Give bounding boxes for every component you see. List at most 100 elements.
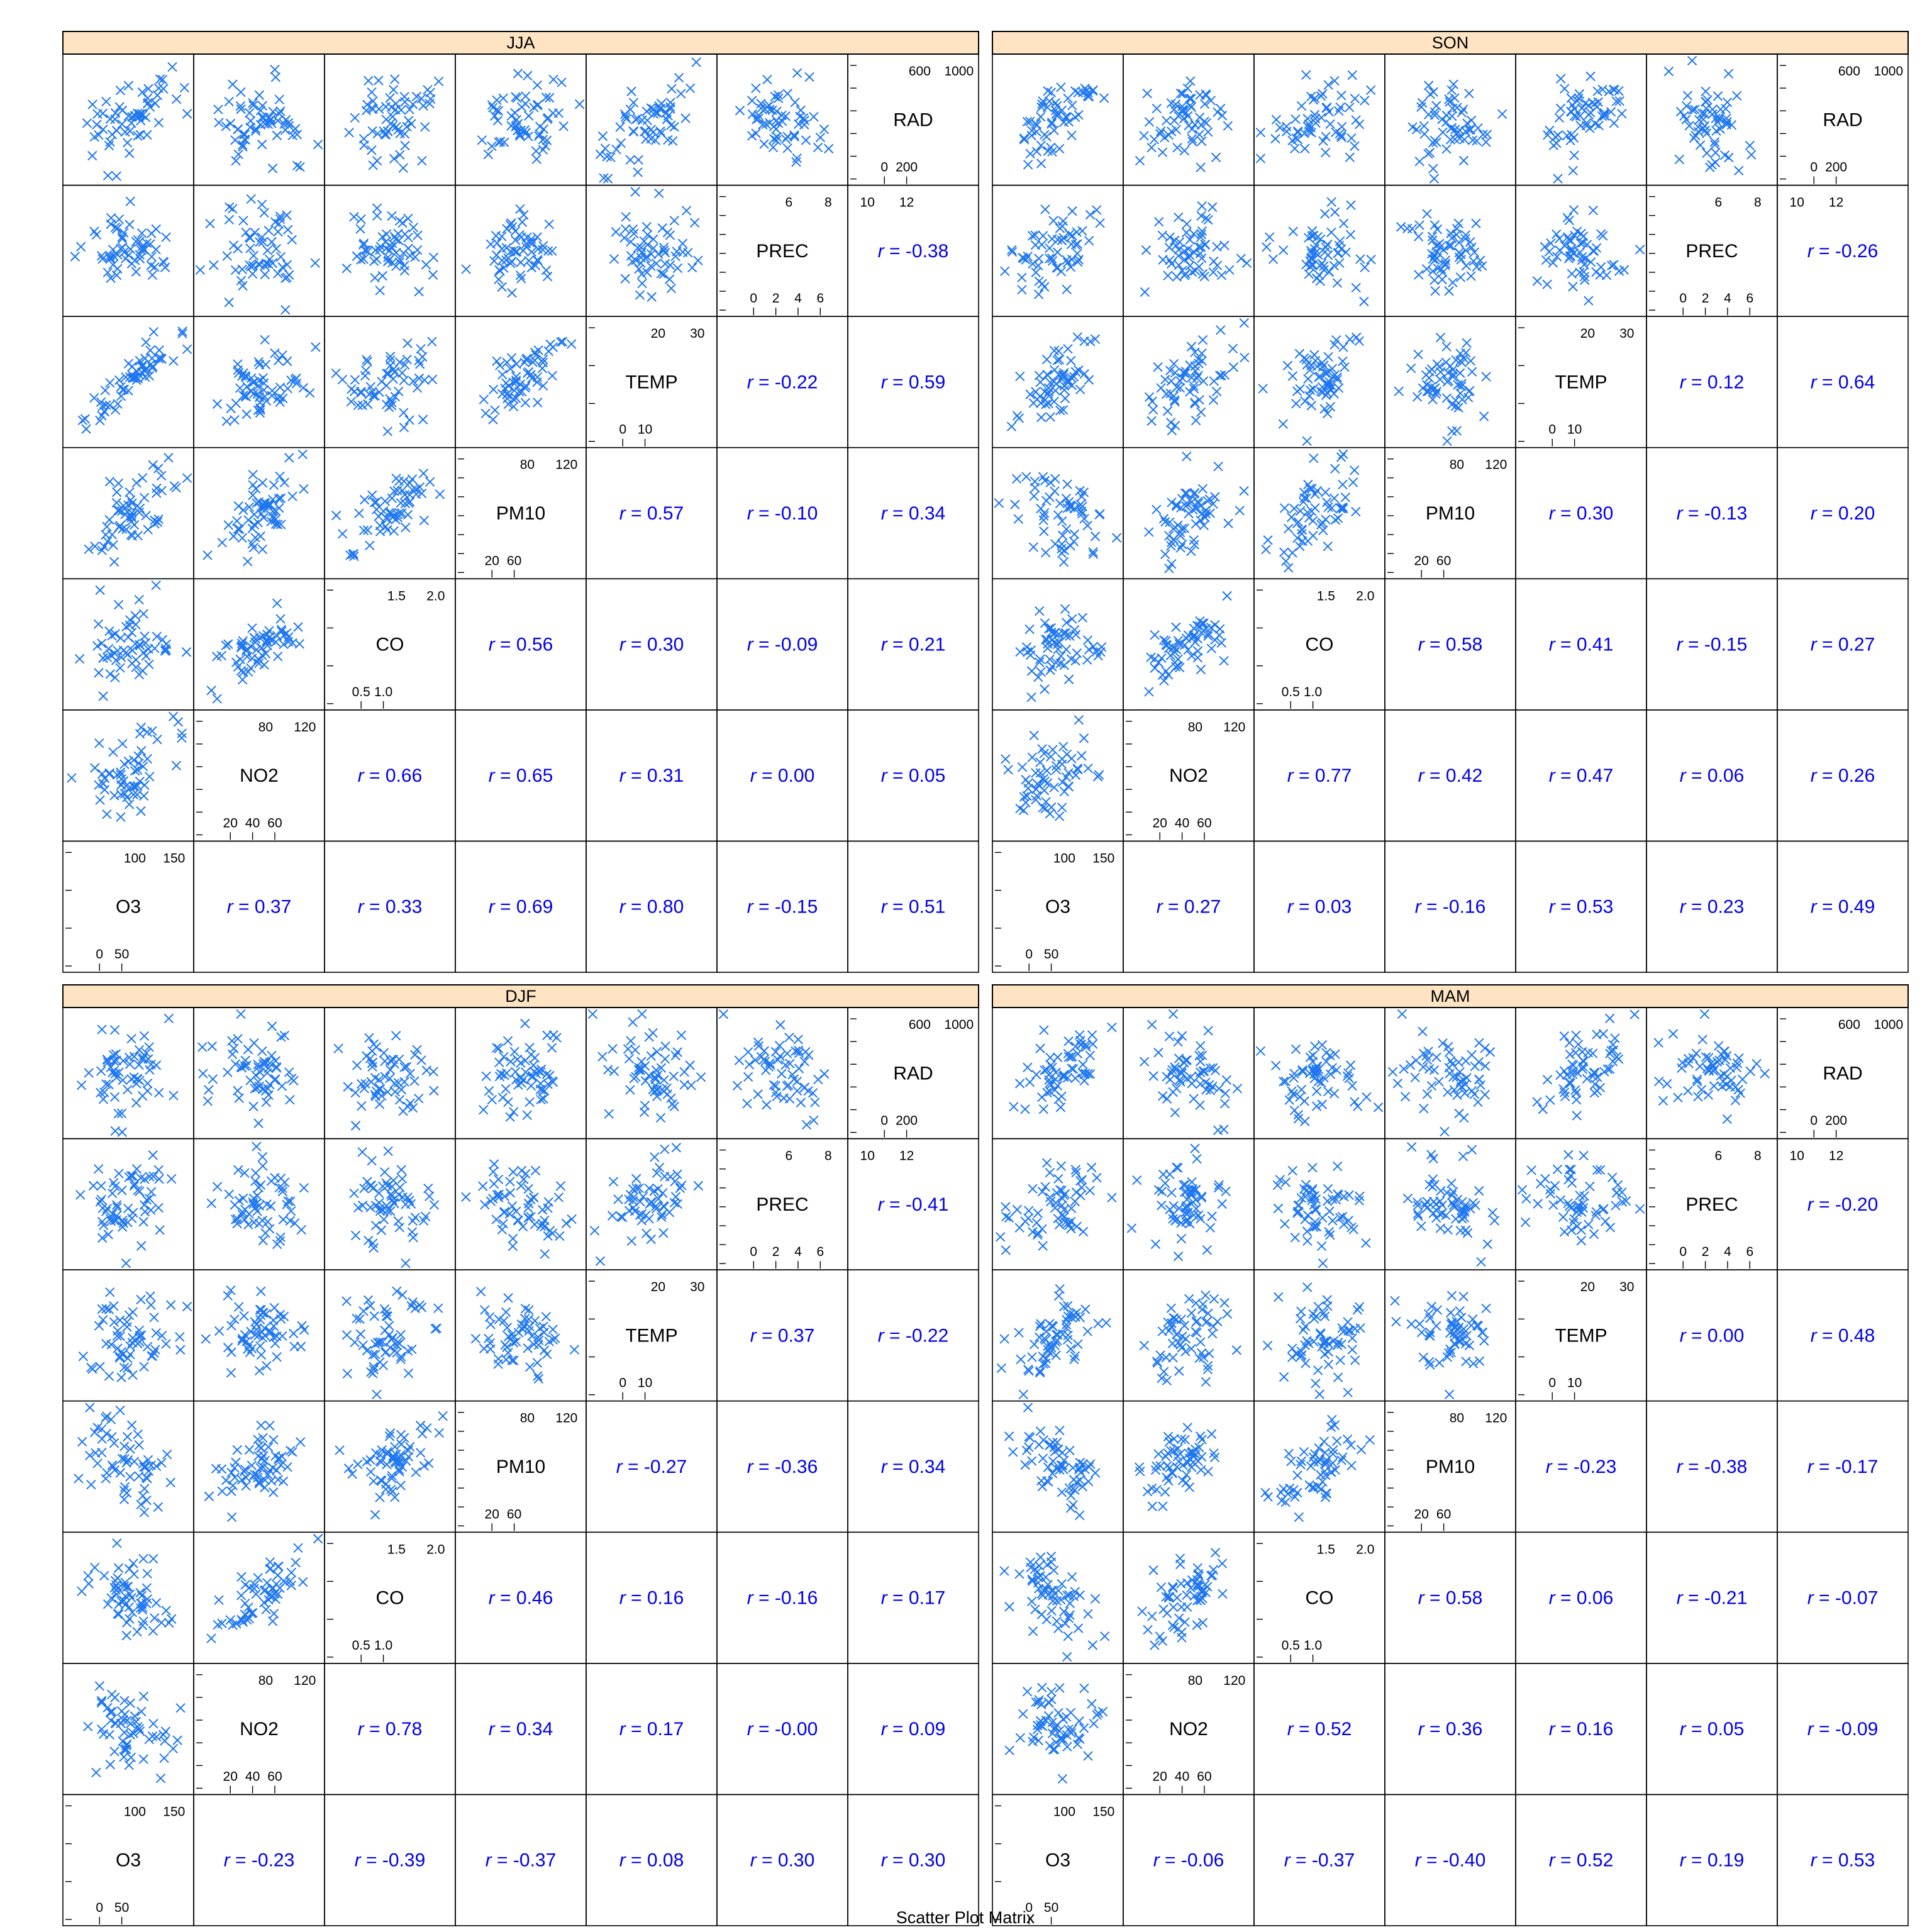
correlation-label: r = 0.51 bbox=[881, 897, 946, 918]
scatter-point bbox=[1146, 1019, 1157, 1030]
scatter-point bbox=[1197, 201, 1207, 211]
scatter-point bbox=[1182, 452, 1192, 462]
scatter-point bbox=[1437, 114, 1447, 125]
scatter-point bbox=[298, 382, 309, 393]
scatter-point bbox=[274, 94, 284, 104]
scatter-point bbox=[93, 619, 104, 630]
correlation-label: r = 0.66 bbox=[358, 765, 423, 786]
scatter-point bbox=[1190, 1143, 1200, 1153]
scatter-point bbox=[275, 214, 286, 224]
scatter-point bbox=[1414, 157, 1424, 167]
scatter-point bbox=[1074, 1030, 1085, 1040]
scatter-point bbox=[418, 352, 428, 362]
scatter-point bbox=[387, 397, 397, 408]
scatter-point bbox=[1206, 643, 1217, 653]
scatter-point bbox=[127, 370, 137, 380]
scatter-point bbox=[1572, 1111, 1582, 1121]
scatter-point bbox=[1318, 89, 1328, 99]
cell-pm10-temp bbox=[455, 1269, 587, 1402]
scatter-point bbox=[996, 1232, 1006, 1242]
diagonal-label: PM10 bbox=[496, 503, 545, 524]
tick-label: 2 bbox=[1702, 291, 1709, 306]
scatter-point bbox=[1635, 1204, 1645, 1214]
scatter-point bbox=[535, 121, 545, 131]
scatter-point bbox=[1148, 404, 1158, 415]
scatter-point bbox=[1554, 233, 1565, 244]
scatter-point bbox=[1325, 119, 1335, 129]
scatter-point bbox=[669, 122, 679, 132]
scatter-point bbox=[116, 789, 126, 800]
scatter-point bbox=[1090, 531, 1101, 541]
scatter-point bbox=[1481, 137, 1491, 147]
scatter-point bbox=[1482, 1239, 1492, 1249]
scatter-point bbox=[685, 83, 696, 94]
scatter-point bbox=[490, 405, 500, 415]
tick-label: 30 bbox=[690, 326, 704, 341]
scatter-point bbox=[276, 625, 287, 635]
scatter-point bbox=[480, 1305, 490, 1315]
scatter-point bbox=[416, 343, 426, 354]
tick-label: 40 bbox=[1175, 816, 1189, 830]
scatter-point bbox=[1211, 152, 1221, 162]
cell-no2-temp bbox=[193, 316, 325, 448]
scatter-point bbox=[377, 270, 387, 281]
scatter-point bbox=[1048, 745, 1058, 755]
correlation-label: r = 0.41 bbox=[1549, 635, 1614, 655]
scatter-point bbox=[1274, 1292, 1284, 1302]
scatter-point bbox=[357, 1079, 367, 1089]
scatter-point bbox=[358, 1340, 368, 1350]
scatter-point bbox=[424, 1458, 434, 1468]
scatter-point bbox=[254, 1479, 265, 1489]
scatter-point bbox=[1566, 107, 1577, 117]
scatter-point bbox=[399, 265, 410, 276]
scatter-point bbox=[658, 242, 669, 253]
scatter-point bbox=[118, 384, 128, 395]
scatter-point bbox=[299, 484, 309, 494]
tick-label: 20 bbox=[651, 326, 665, 341]
scatter-point bbox=[233, 243, 243, 254]
scatter-point bbox=[1085, 209, 1096, 220]
scatter-point bbox=[1142, 88, 1152, 99]
scatter-point bbox=[92, 119, 102, 130]
scatter-point bbox=[248, 490, 258, 501]
scatter-point bbox=[413, 245, 423, 255]
scatter-point bbox=[1058, 117, 1069, 128]
scatter-point bbox=[502, 1036, 513, 1046]
scatter-point bbox=[177, 328, 187, 339]
scatter-point bbox=[1314, 1389, 1324, 1399]
scatter-point bbox=[1166, 1303, 1177, 1313]
scatter-point bbox=[1584, 296, 1594, 306]
scatter-point bbox=[660, 1054, 670, 1064]
scatter-point bbox=[137, 360, 148, 370]
correlation-label: r = 0.37 bbox=[227, 897, 292, 918]
scatter-point bbox=[221, 121, 231, 131]
scatter-point bbox=[735, 106, 745, 116]
scatter-point bbox=[524, 1305, 534, 1315]
scatter-point bbox=[1428, 138, 1438, 148]
scatter-point bbox=[742, 1099, 752, 1109]
scatter-point bbox=[1026, 666, 1037, 676]
scatter-point bbox=[146, 1187, 157, 1197]
scatter-point bbox=[1018, 1389, 1028, 1399]
scatter-point bbox=[650, 1152, 660, 1162]
scatter-point bbox=[669, 1071, 679, 1082]
scatter-point bbox=[1162, 116, 1172, 126]
scatter-point bbox=[263, 499, 273, 510]
scatter-point bbox=[1455, 272, 1466, 282]
scatter-point bbox=[1711, 148, 1721, 158]
scatter-point bbox=[104, 140, 114, 151]
scatter-point bbox=[484, 1086, 494, 1096]
scatter-point bbox=[1052, 1052, 1063, 1062]
scatter-point bbox=[1203, 1308, 1213, 1319]
scatter-point bbox=[368, 160, 378, 170]
scatter-point bbox=[599, 173, 609, 183]
scatter-point bbox=[365, 540, 375, 551]
scatter-point bbox=[89, 1562, 100, 1573]
scatter-point bbox=[384, 1321, 394, 1331]
scatter-point bbox=[362, 355, 372, 365]
scatter-point bbox=[1035, 391, 1045, 402]
scatter-point bbox=[224, 96, 234, 107]
scatter-point bbox=[356, 214, 366, 225]
scatter-point bbox=[1055, 1102, 1066, 1113]
scatter-point bbox=[1176, 1233, 1187, 1244]
